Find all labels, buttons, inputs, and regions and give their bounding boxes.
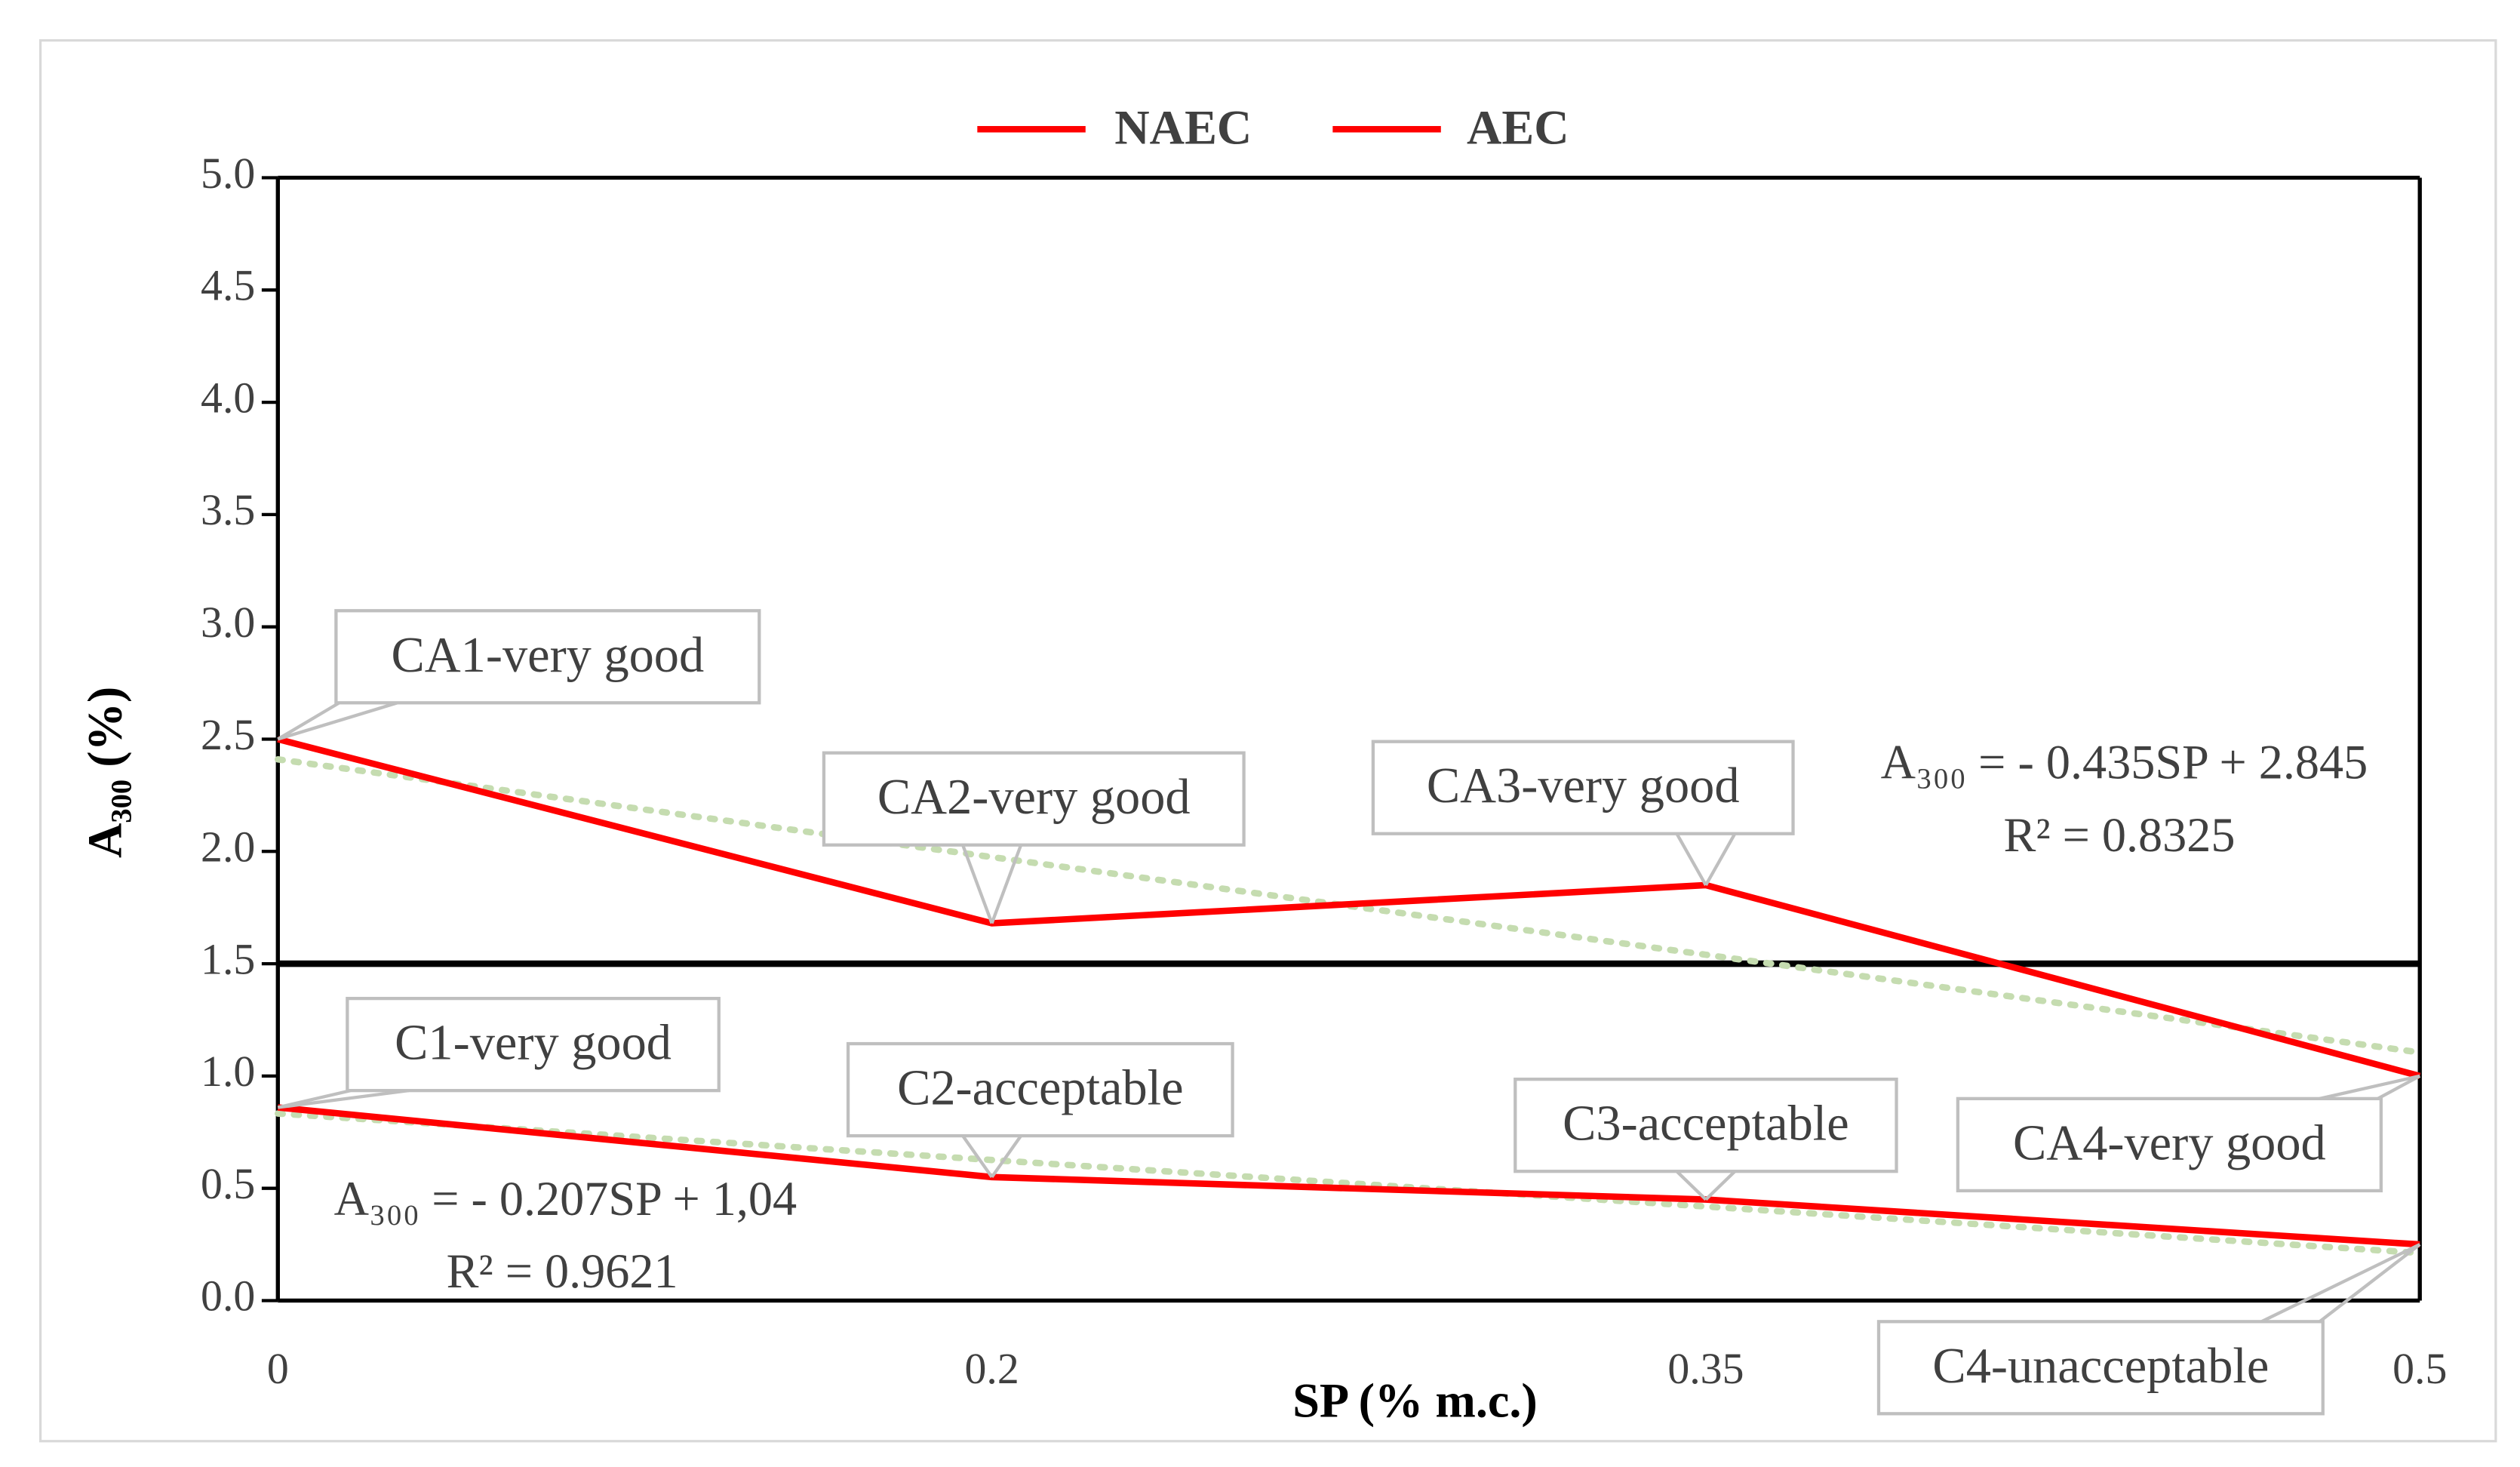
callout-box bbox=[846, 1041, 1234, 1138]
callout-pointer bbox=[2319, 1243, 2421, 1324]
callout-pointer bbox=[2319, 1074, 2420, 1100]
callout-box bbox=[1514, 1078, 1898, 1173]
callout-box bbox=[334, 609, 761, 705]
point-label: CA3-very good bbox=[1427, 758, 1740, 813]
callout-pointer bbox=[2377, 1075, 2421, 1100]
y-tick-label: 0.5 bbox=[201, 1159, 255, 1208]
point-label: CA1-very good bbox=[391, 628, 704, 683]
x-tick-label: 0.2 bbox=[964, 1344, 1019, 1393]
callout-pointer bbox=[1675, 832, 1707, 886]
y-tick-label: 3.0 bbox=[201, 598, 255, 647]
callout-pointer bbox=[961, 844, 994, 924]
callout-pointer bbox=[1704, 832, 1737, 886]
trend-equation: A₃₀₀ = - 0.207SP + 1,04 bbox=[334, 1172, 797, 1226]
callout-pointer bbox=[277, 701, 398, 741]
callout-box bbox=[1876, 1320, 2325, 1416]
callout-pointer bbox=[1675, 1170, 1707, 1201]
trend-equation: R² = 0.9621 bbox=[447, 1244, 678, 1298]
x-tick-label: 0 bbox=[267, 1344, 289, 1393]
y-tick-label: 0.0 bbox=[201, 1272, 255, 1321]
callout-pointer bbox=[1704, 1170, 1736, 1201]
point-label: C1-very good bbox=[395, 1016, 671, 1071]
y-tick-label: 5.0 bbox=[201, 149, 255, 198]
callout-pointer bbox=[990, 1134, 1022, 1179]
trend-line bbox=[275, 1110, 2423, 1256]
point-label: C3-acceptable bbox=[1563, 1096, 1849, 1152]
legend-label: AEC bbox=[1467, 100, 1569, 154]
y-tick-label: 4.0 bbox=[201, 373, 255, 422]
callout-pointer bbox=[961, 1134, 994, 1179]
series-line bbox=[277, 1104, 2420, 1248]
callout-box bbox=[1371, 740, 1795, 835]
x-tick-label: 0.35 bbox=[1667, 1344, 1744, 1393]
callout-box bbox=[346, 996, 721, 1093]
callout-pointer bbox=[990, 844, 1023, 924]
trend-equation: A₃₀₀ = - 0.435SP + 2.845 bbox=[1881, 736, 2368, 789]
callout-box bbox=[1956, 1096, 2383, 1193]
point-label: CA4-very good bbox=[2013, 1115, 2326, 1170]
y-tick-label: 4.5 bbox=[201, 261, 255, 310]
point-label: C2-acceptable bbox=[897, 1061, 1184, 1116]
point-label: C4-unacceptable bbox=[1932, 1339, 2269, 1394]
x-axis-title: SP (% m.c.) bbox=[1292, 1373, 1538, 1427]
y-tick-label: 3.5 bbox=[201, 485, 255, 534]
point-label: CA2-very good bbox=[877, 770, 1191, 825]
chart-border bbox=[38, 38, 2497, 1443]
callout-box bbox=[822, 751, 1246, 847]
y-tick-label: 2.0 bbox=[201, 823, 255, 872]
y-axis-title: A₃₀₀ (%) bbox=[78, 687, 131, 858]
y-tick-label: 1.5 bbox=[201, 934, 255, 983]
series-line bbox=[277, 736, 2421, 1080]
y-tick-label: 1.0 bbox=[201, 1047, 255, 1096]
y-tick-label: 2.5 bbox=[201, 710, 255, 759]
callout-pointer bbox=[278, 1089, 409, 1109]
trend-equation: R² = 0.8325 bbox=[2003, 808, 2235, 862]
legend-label: NAEC bbox=[1114, 100, 1252, 154]
callout-pointer bbox=[277, 701, 340, 741]
x-tick-label: 0.5 bbox=[2392, 1344, 2447, 1393]
callout-pointer bbox=[2260, 1243, 2421, 1324]
